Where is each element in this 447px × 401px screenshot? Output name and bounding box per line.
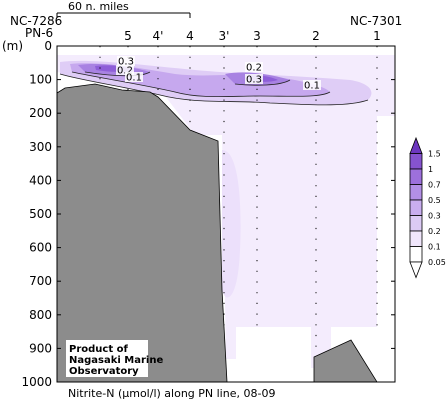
y-tick-label: 300: [29, 140, 52, 154]
station-label: 4': [153, 29, 164, 43]
colorbar-label: 0.2: [428, 227, 441, 236]
colorbar-segment: [409, 168, 423, 185]
station-label: 2: [312, 29, 320, 43]
colorbar-label: 1.5: [428, 150, 441, 159]
colorbar-segment: [409, 230, 423, 247]
colorbar-segment: [409, 215, 423, 232]
contour-line-0.2: [71, 71, 331, 98]
colorbar-label: 0.1: [428, 243, 441, 252]
y-tick-label: 600: [29, 241, 52, 255]
station-label: 3': [219, 29, 230, 43]
colorbar-segment: [409, 246, 423, 263]
colorbar-segment: [409, 153, 423, 170]
colorbar-segment: [409, 199, 423, 216]
contour-label-bg: [125, 72, 143, 82]
y-tick-label: 100: [29, 73, 52, 87]
colorbar-label: 1: [428, 165, 433, 174]
plot-contents: 0.30.20.10.20.30.1: [57, 46, 395, 382]
contour-label-bg: [245, 62, 263, 72]
observatory-note-line-3: Observatory: [69, 366, 139, 377]
contour-label: 0.1: [304, 81, 320, 92]
contour-label-bg: [303, 80, 321, 90]
scale-bar-label: 60 n. miles: [68, 0, 129, 13]
contour-label-bg: [117, 56, 135, 66]
y-tick-label: 800: [29, 308, 52, 322]
colorbar-segment: [409, 184, 423, 201]
station-label: 1: [373, 29, 381, 43]
contour-label: 0.3: [118, 57, 134, 68]
observatory-note-line-1: Product of: [69, 344, 128, 355]
contour-label: 0.2: [117, 66, 133, 77]
left-endpoint-label-bottom: PN-6: [25, 26, 53, 40]
seafloor-shelf: [57, 83, 228, 382]
left-endpoint-label-top: NC-7286: [10, 14, 62, 28]
observatory-note: Product of Nagasaki Marine Observatory: [66, 340, 163, 377]
contour-label-bg: [245, 74, 263, 84]
y-tick-label: 400: [29, 173, 52, 187]
seafloor-ridge: [313, 339, 378, 382]
station-labels: 5 4' 4 3' 3 2 1: [124, 29, 381, 43]
y-tick-label: 700: [29, 274, 52, 288]
colorbar-top-arrow: [409, 136, 423, 154]
contour-labels: 0.30.20.10.20.30.1: [116, 56, 321, 92]
contour-label: 0.3: [246, 75, 262, 86]
contour-fill-0.05-deep: [222, 150, 241, 298]
station-label: 4: [186, 29, 194, 43]
colorbar-bottom-arrow: [409, 261, 423, 279]
colorbar-label: 0.7: [428, 181, 441, 190]
y-tick-label: 200: [29, 106, 52, 120]
observatory-note-line-2: Nagasaki Marine: [69, 355, 163, 366]
contour-line-0.3: [84, 71, 291, 86]
chart-caption: Nitrite-N (μmol/l) along PN line, 08-09: [68, 387, 275, 400]
station-casts: [99, 46, 378, 368]
colorbar: 0.05 0.1 0.2 0.3 0.5 0.7 1 1.5: [409, 136, 446, 279]
observatory-note-box: [66, 340, 148, 377]
contour-label: 0.2: [246, 63, 262, 74]
station-label: 3: [253, 29, 261, 43]
y-tick-label: 900: [29, 341, 52, 355]
colorbar-label: 0.05: [428, 258, 446, 267]
station-label: 5: [124, 29, 132, 43]
contour-label: 0.1: [126, 73, 142, 84]
contour-line-0.1: [59, 73, 369, 106]
colorbar-label: 0.5: [428, 196, 441, 205]
right-endpoint-label: NC-7301: [350, 14, 402, 28]
contour-label-bg: [116, 65, 134, 75]
colorbar-label: 0.3: [428, 212, 441, 221]
y-tick-label: 1000: [21, 375, 52, 389]
y-tick-label: 500: [29, 207, 52, 221]
y-axis-label: (m): [2, 39, 23, 53]
y-axis: 0 100 200 300 400 500 600 700 800 900 1000: [21, 39, 395, 389]
y-tick-label: 0: [44, 39, 52, 53]
